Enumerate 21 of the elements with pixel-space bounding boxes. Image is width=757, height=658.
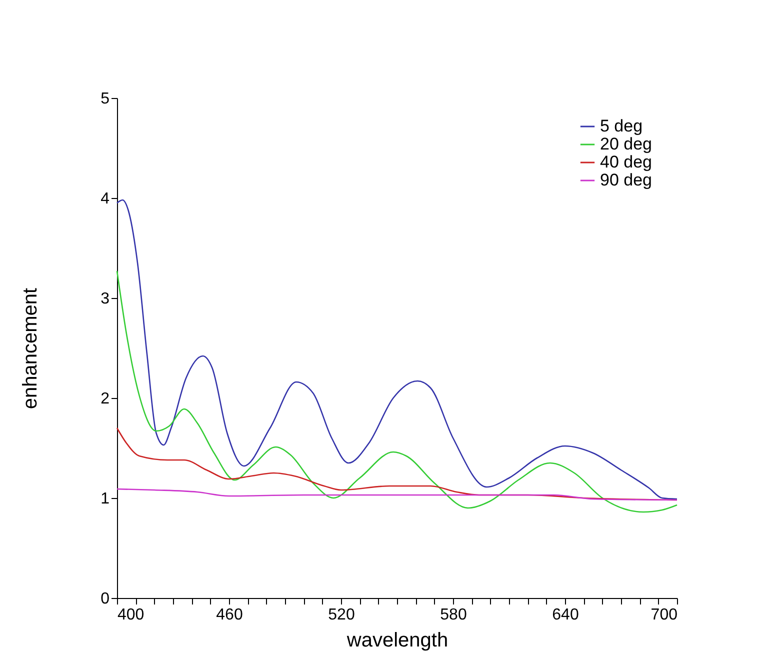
y-tick-label: 5 (100, 90, 110, 108)
legend-label: 20 deg (600, 134, 652, 154)
x-axis-title: wavelength (346, 630, 448, 652)
legend-label: 40 deg (600, 152, 652, 172)
line-series (116, 270, 678, 513)
x-tick-label: 520 (328, 606, 355, 624)
y-tick-label: 4 (100, 190, 110, 208)
x-tick-label: 580 (440, 606, 467, 624)
y-tick-label: 3 (100, 290, 110, 308)
y-axis-title: enhancement (20, 287, 42, 410)
legend-label: 90 deg (600, 170, 652, 190)
x-tick-label: 640 (552, 606, 579, 624)
line-series (116, 488, 678, 501)
x-tick-label: 400 (118, 606, 144, 624)
y-tick-label: 0 (100, 590, 110, 608)
legend-label: 5 deg (600, 116, 643, 136)
y-tick-label: 2 (100, 390, 110, 408)
x-tick-label: 700 (650, 606, 678, 624)
y-tick-label: 1 (100, 490, 110, 508)
line-series (116, 199, 678, 500)
x-tick-label: 460 (216, 606, 243, 624)
